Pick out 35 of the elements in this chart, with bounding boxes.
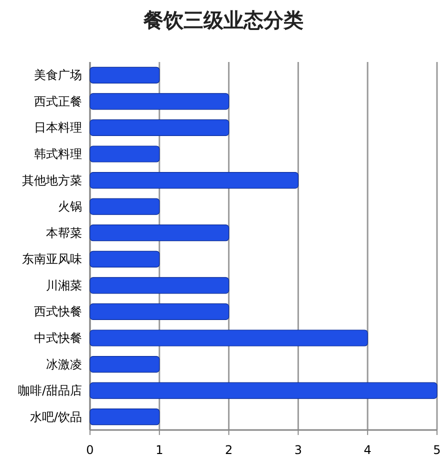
bar — [90, 382, 438, 399]
bar — [90, 93, 230, 110]
x-tick-label: 1 — [156, 443, 164, 457]
bar — [90, 146, 160, 162]
y-tick-label: 本帮菜 — [46, 226, 82, 240]
bar — [90, 198, 160, 215]
bar — [90, 277, 230, 294]
y-tick-label: 冰激凌 — [46, 357, 82, 372]
y-tick-label: 韩式料理 — [34, 147, 82, 161]
bar — [90, 172, 298, 189]
x-tick-label: 5 — [433, 443, 441, 457]
y-tick-label: 火锅 — [58, 200, 82, 214]
bar — [90, 224, 230, 242]
bar — [90, 330, 368, 346]
y-tick-label: 中式快餐 — [34, 331, 82, 345]
chart-title: 餐饮三级业态分类 — [142, 8, 304, 32]
bar — [90, 408, 160, 426]
y-tick-label: 日本料理 — [34, 120, 82, 135]
bar — [90, 303, 230, 320]
bar — [90, 66, 160, 84]
y-tick-label: 川湘菜 — [46, 278, 82, 292]
x-tick-label: 3 — [294, 443, 302, 457]
y-tick-label: 其他地方菜 — [22, 173, 82, 188]
y-tick-label: 咖啡/甜品店 — [18, 384, 82, 398]
y-tick-label: 西式快餐 — [34, 304, 82, 319]
bar — [90, 356, 160, 373]
y-tick-label: 水吧/饮品 — [30, 410, 82, 424]
y-tick-label: 东南亚风味 — [22, 252, 82, 266]
x-tick-label: 4 — [364, 443, 372, 457]
bar — [90, 250, 160, 268]
x-tick-label: 2 — [224, 443, 233, 457]
y-tick-label: 美食广场 — [34, 68, 82, 82]
bar — [90, 119, 230, 136]
x-tick-label: 0 — [86, 443, 94, 457]
y-tick-label: 西式正餐 — [34, 94, 82, 108]
